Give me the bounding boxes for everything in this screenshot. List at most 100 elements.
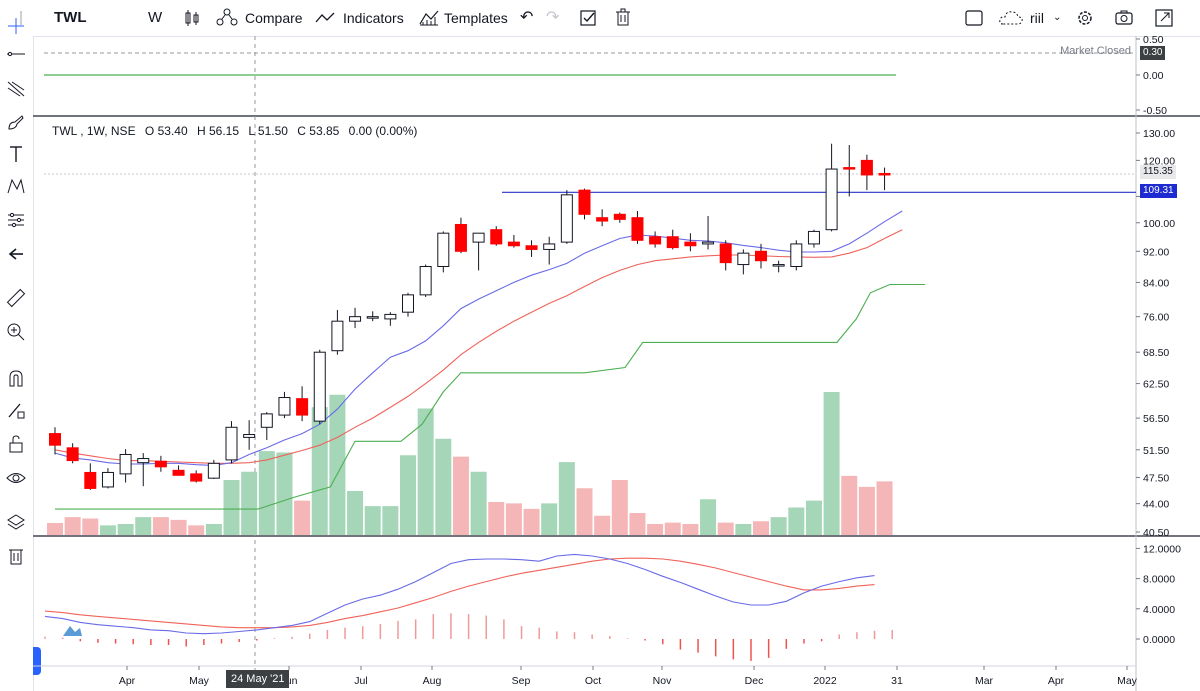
volume-bar bbox=[558, 462, 575, 535]
volume-bar bbox=[629, 513, 646, 535]
market-status: Market Closed bbox=[1060, 45, 1131, 57]
ma-green-line bbox=[55, 283, 926, 510]
undo-icon[interactable]: ↶ bbox=[520, 9, 534, 26]
layers-icon[interactable] bbox=[6, 512, 26, 532]
symbol-name[interactable]: TWL bbox=[54, 9, 87, 26]
drawing-toolbar bbox=[0, 18, 41, 691]
volume-bar bbox=[611, 480, 628, 535]
zoom-in-icon[interactable] bbox=[6, 322, 26, 342]
prediction-tool-icon[interactable] bbox=[6, 210, 26, 230]
eye-icon[interactable] bbox=[6, 468, 26, 488]
candle-body bbox=[419, 265, 432, 296]
volume-bar bbox=[753, 521, 769, 535]
legend-high: H 56.15 bbox=[196, 124, 239, 138]
volume-bar bbox=[876, 481, 893, 535]
volume-bar bbox=[505, 503, 522, 535]
text-tool-icon[interactable] bbox=[6, 144, 26, 164]
candle-body bbox=[260, 413, 273, 428]
time-tick-label: 2022 bbox=[813, 675, 837, 687]
remove-drawings-icon[interactable] bbox=[6, 546, 26, 566]
back-arrow-icon[interactable] bbox=[6, 244, 26, 264]
candles-icon[interactable] bbox=[183, 0, 201, 36]
indicators-icon[interactable] bbox=[314, 0, 336, 36]
volume-bar bbox=[241, 471, 258, 535]
candle-body bbox=[507, 241, 520, 247]
candle-body bbox=[878, 172, 891, 176]
time-tick-label: Apr bbox=[1048, 675, 1065, 687]
volume-bar bbox=[717, 522, 734, 535]
price-tick-label: 51.50 bbox=[1143, 445, 1169, 457]
volume-bar bbox=[135, 517, 152, 535]
templates-button[interactable]: Templates bbox=[444, 10, 508, 26]
pencil-lock-icon[interactable] bbox=[6, 400, 26, 420]
volume-bar bbox=[594, 515, 611, 535]
hline-price-tag: 109.31 bbox=[1140, 184, 1177, 198]
candle-body bbox=[843, 167, 856, 170]
ruler-icon[interactable] bbox=[6, 288, 26, 308]
top-tick-label: 0.00 bbox=[1143, 70, 1164, 82]
chevron-down-icon[interactable]: ⌄ bbox=[1053, 12, 1062, 23]
search-icon[interactable] bbox=[14, 0, 28, 36]
time-tick-label: 31 bbox=[891, 675, 903, 687]
gear-icon[interactable] bbox=[1075, 0, 1095, 36]
candle-body bbox=[666, 236, 679, 249]
collapse-handle[interactable] bbox=[33, 647, 41, 675]
candle-body bbox=[296, 398, 309, 416]
price-tick-label: 76.00 bbox=[1143, 312, 1169, 324]
volume-bar bbox=[276, 452, 293, 535]
volume-bar bbox=[82, 518, 99, 535]
popout-icon[interactable] bbox=[1154, 0, 1174, 36]
volume-bar bbox=[823, 392, 840, 535]
interval-button[interactable]: W bbox=[148, 9, 163, 26]
fib-tool-icon[interactable] bbox=[6, 78, 26, 98]
candle-body bbox=[472, 232, 485, 243]
layout-name[interactable]: riil bbox=[1030, 10, 1044, 26]
price-tick-label: 40.50 bbox=[1143, 527, 1169, 539]
fullscreen-icon[interactable] bbox=[964, 0, 984, 36]
price-tick-label: 84.00 bbox=[1143, 277, 1169, 289]
volume-bar bbox=[99, 525, 116, 535]
macd-tick-label: 0.0000 bbox=[1143, 634, 1175, 646]
volume-bar bbox=[223, 480, 240, 535]
legend-title[interactable]: TWL , 1W, NSE bbox=[52, 124, 136, 138]
trend-line-icon[interactable] bbox=[6, 44, 26, 64]
price-tick-label: 100.00 bbox=[1143, 218, 1175, 230]
redo-icon[interactable]: ↷ bbox=[546, 9, 560, 26]
candle-body bbox=[366, 316, 379, 319]
lock-icon[interactable] bbox=[6, 434, 26, 454]
cloud-icon[interactable] bbox=[998, 0, 1024, 36]
candle-body bbox=[278, 397, 291, 416]
top-value-tag: 0.30 bbox=[1140, 46, 1166, 60]
volume-bar bbox=[788, 507, 805, 535]
indicators-button[interactable]: Indicators bbox=[343, 10, 404, 26]
crosshair-icon[interactable] bbox=[6, 16, 26, 36]
candle-body bbox=[313, 351, 326, 422]
pattern-tool-icon[interactable] bbox=[6, 176, 26, 196]
volume-bar bbox=[700, 499, 717, 535]
candle-body bbox=[331, 320, 344, 352]
volume-bar bbox=[470, 471, 487, 535]
candle-body bbox=[702, 241, 715, 245]
legend-close: C 53.85 bbox=[297, 124, 340, 138]
candle-body bbox=[631, 217, 644, 241]
volume-bar bbox=[682, 524, 699, 535]
volume-bar bbox=[382, 506, 399, 535]
candle-body bbox=[560, 194, 573, 243]
templates-icon[interactable] bbox=[418, 0, 440, 36]
top-tick-label: 0.50 bbox=[1143, 34, 1164, 46]
camera-icon[interactable] bbox=[1114, 0, 1134, 36]
volume-bar bbox=[417, 408, 434, 535]
compare-button[interactable]: Compare bbox=[245, 10, 303, 26]
trash-icon[interactable] bbox=[614, 0, 632, 36]
checkbox-icon[interactable] bbox=[579, 0, 597, 36]
magnet-icon[interactable] bbox=[6, 368, 26, 388]
legend-open: O 53.40 bbox=[144, 124, 188, 138]
volume-bar bbox=[435, 438, 452, 535]
brush-icon[interactable] bbox=[6, 112, 26, 132]
candle-body bbox=[772, 264, 785, 267]
candle-body bbox=[101, 471, 114, 488]
compare-icon[interactable] bbox=[216, 0, 238, 36]
symbol-legend: TWL , 1W, NSE O 53.40 H 56.15 L 51.50 C … bbox=[52, 124, 423, 138]
volume-bar bbox=[47, 523, 63, 535]
